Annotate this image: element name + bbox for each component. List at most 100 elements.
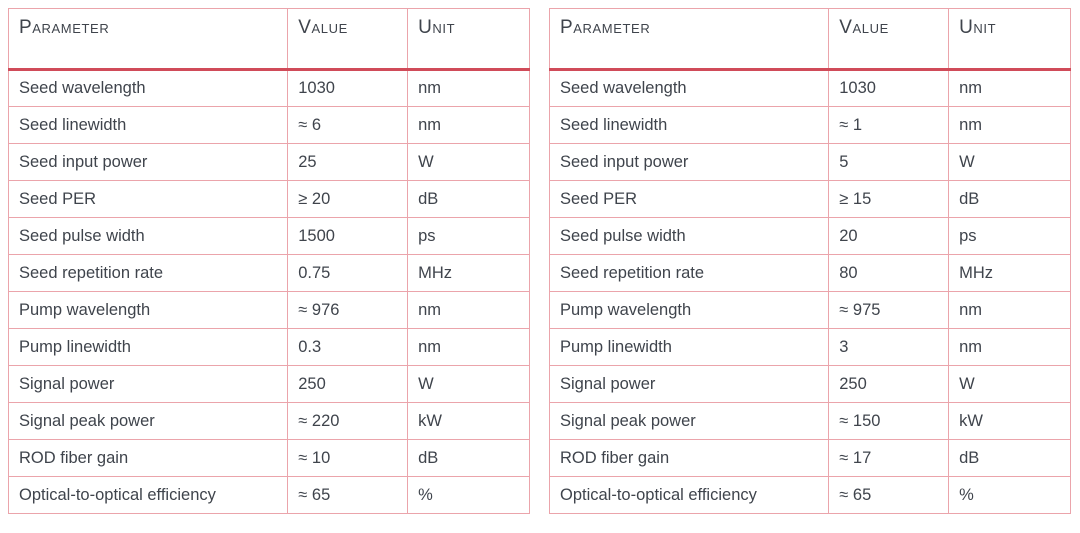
table-row: Seed pulse width 20 ps bbox=[548, 217, 1071, 255]
cell-unit: nm bbox=[407, 69, 530, 107]
table-row: Seed wavelength 1030 nm bbox=[548, 69, 1071, 107]
cell-value: ≈ 6 bbox=[287, 106, 409, 144]
cell-unit: ps bbox=[407, 217, 530, 255]
cell-unit: nm bbox=[407, 328, 530, 366]
cell-value: ≈ 17 bbox=[828, 439, 950, 477]
cell-unit: kW bbox=[948, 402, 1071, 440]
cell-parameter: Pump linewidth bbox=[7, 328, 289, 366]
cell-value: 5 bbox=[828, 143, 950, 181]
table-row: Seed linewidth ≈ 1 nm bbox=[548, 106, 1071, 144]
cell-unit: W bbox=[407, 365, 530, 403]
cell-value: 1030 bbox=[828, 69, 950, 107]
table-body: Seed wavelength 1030 nm Seed linewidth ≈ 1 nm… bbox=[548, 69, 1071, 514]
cell-parameter: Optical-to-optical efficiency bbox=[7, 476, 289, 514]
table-row: Pump wavelength ≈ 975 nm bbox=[548, 291, 1071, 329]
cell-unit: dB bbox=[948, 439, 1071, 477]
table-header: Parameter Value Unit bbox=[548, 8, 1071, 71]
cell-value: ≥ 15 bbox=[828, 180, 950, 218]
cell-value: 3 bbox=[828, 328, 950, 366]
table-row: Pump wavelength ≈ 976 nm bbox=[7, 291, 530, 329]
cell-unit: W bbox=[948, 365, 1071, 403]
cell-parameter: Optical-to-optical efficiency bbox=[548, 476, 830, 514]
cell-unit: W bbox=[948, 143, 1071, 181]
cell-value: ≈ 10 bbox=[287, 439, 409, 477]
table-row: Seed input power 5 W bbox=[548, 143, 1071, 181]
cell-value: 1500 bbox=[287, 217, 409, 255]
tables-container: Parameter Value Unit Seed wavelength 1030… bbox=[7, 8, 1072, 514]
cell-parameter: Signal peak power bbox=[548, 402, 830, 440]
column-header-unit: Unit bbox=[407, 8, 530, 71]
table-row: Signal power 250 W bbox=[7, 365, 530, 403]
cell-unit: W bbox=[407, 143, 530, 181]
table-row: Seed repetition rate 0.75 MHz bbox=[7, 254, 530, 292]
cell-parameter: Pump linewidth bbox=[548, 328, 830, 366]
table-row: Pump linewidth 0.3 nm bbox=[7, 328, 530, 366]
cell-value: 250 bbox=[287, 365, 409, 403]
table-row: ROD fiber gain ≈ 10 dB bbox=[7, 439, 530, 477]
cell-parameter: Seed linewidth bbox=[7, 106, 289, 144]
table-row: Optical-to-optical efficiency ≈ 65% bbox=[7, 476, 530, 514]
cell-unit: ps bbox=[948, 217, 1071, 255]
cell-unit: % bbox=[948, 476, 1071, 514]
cell-unit: dB bbox=[407, 439, 530, 477]
column-header-parameter: Parameter bbox=[7, 8, 289, 71]
cell-unit: MHz bbox=[407, 254, 530, 292]
cell-value: 250 bbox=[828, 365, 950, 403]
spec-table-right: Parameter Value Unit Seed wavelength 1030… bbox=[548, 8, 1071, 514]
cell-unit: % bbox=[407, 476, 530, 514]
table-body: Seed wavelength 1030 nm Seed linewidth ≈ 6 nm… bbox=[7, 69, 530, 514]
cell-parameter: Seed PER bbox=[7, 180, 289, 218]
cell-value: ≥ 20 bbox=[287, 180, 409, 218]
cell-value: ≈ 220 bbox=[287, 402, 409, 440]
column-header-value: Value bbox=[828, 8, 950, 71]
table-row: Optical-to-optical efficiency ≈ 65% bbox=[548, 476, 1071, 514]
cell-parameter: ROD fiber gain bbox=[7, 439, 289, 477]
cell-unit: nm bbox=[948, 69, 1071, 107]
cell-parameter: Signal peak power bbox=[7, 402, 289, 440]
header-row: Parameter Value Unit bbox=[7, 8, 530, 71]
cell-value: ≈ 975 bbox=[828, 291, 950, 329]
cell-value: ≈ 65 bbox=[828, 476, 950, 514]
cell-value: ≈ 976 bbox=[287, 291, 409, 329]
column-header-unit: Unit bbox=[948, 8, 1071, 71]
table-row: Seed PER ≥ 15 dB bbox=[548, 180, 1071, 218]
table-row: ROD fiber gain ≈ 17 dB bbox=[548, 439, 1071, 477]
cell-value: 0.75 bbox=[287, 254, 409, 292]
cell-value: ≈ 150 bbox=[828, 402, 950, 440]
table-row: Seed pulse width 1500 ps bbox=[7, 217, 530, 255]
cell-value: ≈ 1 bbox=[828, 106, 950, 144]
table-row: Seed input power 25 W bbox=[7, 143, 530, 181]
cell-parameter: ROD fiber gain bbox=[548, 439, 830, 477]
cell-parameter: Seed pulse width bbox=[548, 217, 830, 255]
cell-value: 25 bbox=[287, 143, 409, 181]
cell-value: 1030 bbox=[287, 69, 409, 107]
cell-unit: dB bbox=[948, 180, 1071, 218]
table-row: Pump linewidth 3 nm bbox=[548, 328, 1071, 366]
table-row: Seed repetition rate 80 MHz bbox=[548, 254, 1071, 292]
cell-parameter: Seed repetition rate bbox=[7, 254, 289, 292]
cell-unit: nm bbox=[948, 291, 1071, 329]
cell-parameter: Seed input power bbox=[548, 143, 830, 181]
spec-table-left: Parameter Value Unit Seed wavelength 1030… bbox=[7, 8, 530, 514]
table-row: Signal power 250 W bbox=[548, 365, 1071, 403]
cell-parameter: Seed linewidth bbox=[548, 106, 830, 144]
cell-parameter: Pump wavelength bbox=[7, 291, 289, 329]
cell-value: 0.3 bbox=[287, 328, 409, 366]
cell-unit: nm bbox=[407, 106, 530, 144]
cell-unit: MHz bbox=[948, 254, 1071, 292]
cell-unit: nm bbox=[407, 291, 530, 329]
column-header-value: Value bbox=[287, 8, 409, 71]
cell-value: 20 bbox=[828, 217, 950, 255]
cell-unit: dB bbox=[407, 180, 530, 218]
cell-unit: kW bbox=[407, 402, 530, 440]
header-row: Parameter Value Unit bbox=[548, 8, 1071, 71]
table-row: Signal peak power ≈ 150 kW bbox=[548, 402, 1071, 440]
column-header-parameter: Parameter bbox=[548, 8, 830, 71]
cell-parameter: Signal power bbox=[7, 365, 289, 403]
cell-parameter: Pump wavelength bbox=[548, 291, 830, 329]
table-row: Seed wavelength 1030 nm bbox=[7, 69, 530, 107]
table-row: Seed PER ≥ 20 dB bbox=[7, 180, 530, 218]
cell-parameter: Seed input power bbox=[7, 143, 289, 181]
table-row: Signal peak power ≈ 220 kW bbox=[7, 402, 530, 440]
cell-parameter: Seed pulse width bbox=[7, 217, 289, 255]
